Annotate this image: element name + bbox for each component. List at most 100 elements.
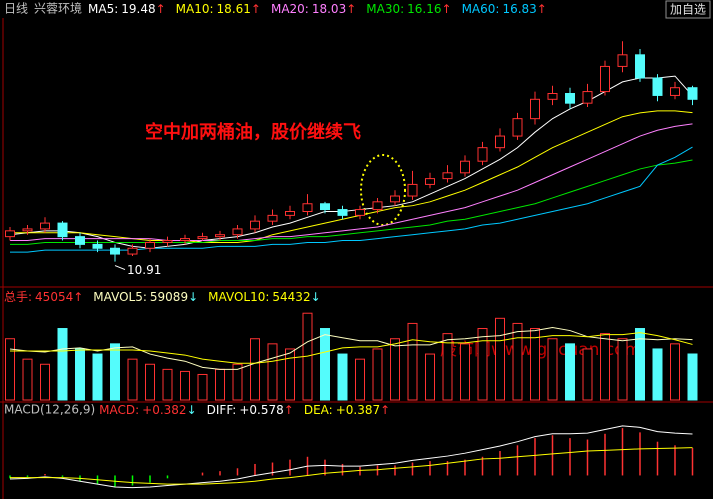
volume-bar: [670, 343, 680, 401]
volume-bar: [145, 363, 155, 401]
candle-body: [565, 93, 575, 104]
candle-body: [442, 172, 453, 180]
legend-trend: ↑: [380, 403, 390, 417]
volume-bar: [460, 343, 470, 401]
legend-value: 45054: [35, 290, 73, 304]
legend-label: MA30:: [366, 2, 404, 16]
volume-bar: [495, 317, 505, 401]
volume-bar: [162, 368, 173, 401]
candle-body: [215, 234, 225, 238]
volume-bar: [337, 353, 348, 401]
candle-body: [232, 228, 243, 236]
candle-body: [600, 65, 610, 93]
legend-value: 59089: [150, 290, 188, 304]
volume-bar: [687, 353, 698, 401]
volume-bar: [197, 373, 208, 401]
legend-label: MA20:: [271, 2, 309, 16]
watermark: 股市网www.gucuan.com: [440, 340, 641, 360]
volume-bar: [547, 338, 558, 401]
volume-bar: [215, 368, 225, 401]
candle-body: [670, 87, 680, 96]
candle-body: [547, 93, 558, 100]
candle-body: [197, 236, 208, 240]
candle-body: [75, 236, 85, 245]
candle-body: [40, 222, 50, 230]
legend-trend: ↑: [251, 2, 261, 16]
volume-bar: [22, 358, 33, 401]
legend-label: MAVOL10:: [208, 290, 269, 304]
volume-bar: [320, 328, 330, 401]
candle-body: [582, 91, 593, 104]
volume-bar: [477, 328, 488, 401]
volume-bar: [57, 328, 68, 401]
volume-bar: [512, 322, 523, 401]
candle-body: [22, 228, 33, 232]
volume-bar: [250, 338, 260, 401]
candle-body: [425, 178, 435, 185]
volume-bar: [582, 348, 593, 401]
candle-body: [617, 54, 628, 67]
candle-body: [145, 241, 155, 249]
legend-value: +0.382: [142, 403, 186, 417]
legend-value: +0.578: [239, 403, 283, 417]
volume-bar: [285, 348, 295, 401]
volume-ma-line: [9, 326, 693, 370]
ma-line: [10, 146, 693, 253]
volume-bar: [652, 348, 663, 401]
legend-value: +0.387: [336, 403, 380, 417]
candle-body: [110, 247, 120, 255]
candle-body: [477, 147, 488, 162]
legend-label: MAVOL5:: [93, 290, 147, 304]
candle-body: [267, 214, 278, 222]
candle-body: [495, 135, 505, 149]
candle-body: [512, 118, 523, 137]
stock-name: 兴蓉环境: [34, 1, 82, 16]
volume-bar: [407, 322, 418, 401]
candle-body: [302, 203, 313, 212]
candle-body: [337, 209, 348, 216]
macd-title: MACD(12,26,9): [4, 403, 95, 417]
volume-bar: [372, 348, 383, 401]
candle-body: [390, 195, 400, 203]
legend-label: 总手:: [4, 290, 32, 304]
add-favorite-label[interactable]: 加自选: [670, 3, 706, 17]
legend: 总手: 45054↑ MAVOL5: 59089↓ MAVOL10: 54432↓: [4, 290, 321, 304]
legend-label: MACD:: [99, 403, 139, 417]
legend-value: 19.48: [121, 2, 155, 16]
volume-bar: [530, 328, 540, 401]
legend-label: MA10:: [176, 2, 214, 16]
period: 日线: [4, 2, 28, 16]
volume-bar: [127, 358, 138, 401]
candle-body: [530, 98, 540, 120]
candle-body: [57, 222, 68, 238]
volume-bar: [355, 358, 365, 401]
legend-trend: ↑: [284, 403, 294, 417]
legend-value: 18.61: [217, 2, 251, 16]
legend-trend: ↑: [442, 2, 452, 16]
candle-body: [320, 203, 330, 211]
volume-bar: [92, 353, 103, 401]
candle-body: [250, 220, 260, 230]
legend-trend: ↓: [188, 290, 198, 304]
legend-value: 18.03: [312, 2, 346, 16]
legend-value: 16.83: [502, 2, 536, 16]
highlight-ellipse: [360, 154, 406, 226]
legend-label: DIFF:: [207, 403, 237, 417]
candle-body: [127, 247, 138, 255]
legend-label: MA5:: [88, 2, 118, 16]
legend-value: 16.16: [407, 2, 441, 16]
candle-body: [372, 201, 383, 211]
legend-trend: ↑: [73, 290, 83, 304]
volume-bar: [390, 338, 400, 401]
candle-body: [407, 183, 418, 197]
legend-trend: ↑: [346, 2, 356, 16]
volume-bar: [5, 338, 15, 401]
macd-line: [10, 447, 693, 485]
legend-trend: ↓: [187, 403, 197, 417]
candle-body: [460, 160, 470, 174]
ma-line: [10, 110, 693, 243]
candle-body: [162, 240, 173, 243]
add-favorite-button[interactable]: [665, 0, 711, 19]
